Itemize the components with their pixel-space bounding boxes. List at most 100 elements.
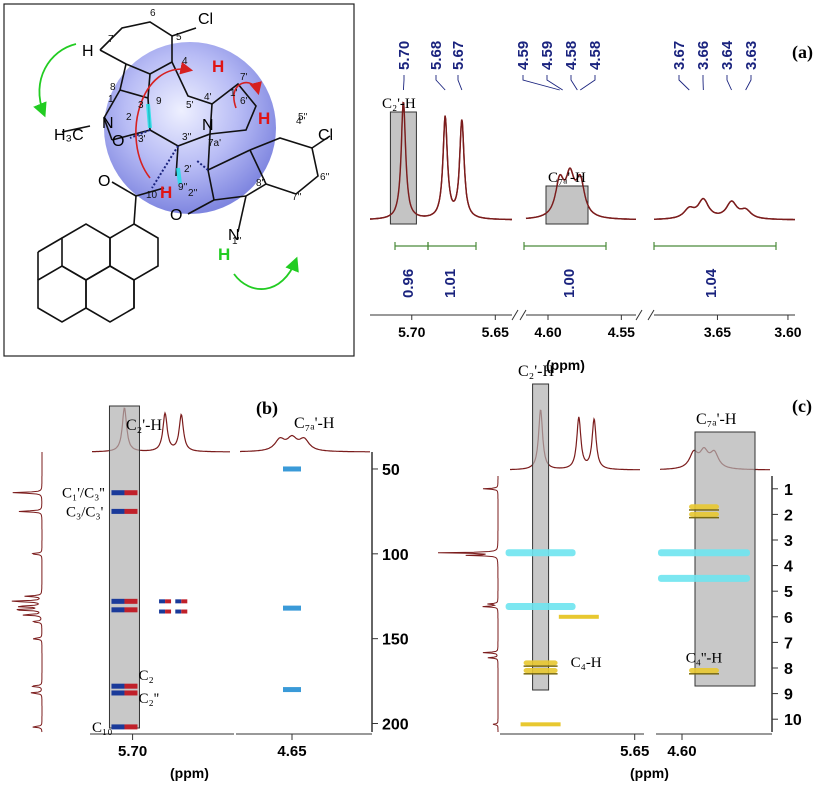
panel-c-ylabel-9: 10 xyxy=(784,712,802,729)
panel-a-xlabel: (ppm) xyxy=(546,357,585,373)
panel-c-ylabel-2: 3 xyxy=(784,533,793,550)
locant-18: 9'' xyxy=(178,182,187,193)
panel-b-crosspeak-a-1 xyxy=(111,508,125,514)
spectrum-a-overlay-0 xyxy=(370,101,512,221)
panel-c-crosspeak-shade-3 xyxy=(523,673,558,675)
panel-c-crosspeak-2 xyxy=(523,660,558,666)
panel-b-crosspeak-label-5: C₂'' xyxy=(138,691,159,707)
panel-b-satellite-a-3 xyxy=(175,609,182,614)
axis-break-a-1 xyxy=(635,309,655,321)
panel-b-crosspeak-b-8 xyxy=(292,605,301,611)
locant-6: 1 xyxy=(108,94,114,105)
peak-label-3: 4.59 xyxy=(515,41,532,70)
h-green: H xyxy=(218,245,230,264)
panel-c-crosspeak-0 xyxy=(505,549,576,557)
panel-b-highlight xyxy=(108,405,140,729)
panel-c-crosspeak-3 xyxy=(523,668,558,674)
peak-label-5: 4.58 xyxy=(563,41,580,70)
panel-b-crosspeak-b-6 xyxy=(124,724,138,730)
peak-leader-10 xyxy=(745,75,752,91)
peak-leader-5 xyxy=(570,75,578,91)
peak-label-0: 5.70 xyxy=(396,41,413,70)
panel-c-projection-1 xyxy=(510,409,640,471)
cl-atom-2: Cl xyxy=(318,127,333,144)
peak-leader-9 xyxy=(726,75,732,91)
locant-14: 7' xyxy=(240,72,248,83)
locant-16: 2' xyxy=(184,164,192,175)
locant-25: 1'' xyxy=(232,236,241,247)
panel-c: C₂'-H C₇ₐ'-H C₄-H C₄''-H 1 2 3 4 5 6 7 8 9 10 5.65 4.60 xyxy=(437,363,802,760)
panel-b-crosspeak-b-5 xyxy=(124,690,138,696)
panel-c-c2h-label: C₂'-H xyxy=(518,363,554,380)
panel-b-c7h-label: C₇ₐ'-H xyxy=(294,415,335,432)
panel-b-label: (b) xyxy=(256,398,278,419)
panel-c-extra-peak-0 xyxy=(558,614,599,619)
panel-c-crosspeak-shade-8 xyxy=(689,673,719,675)
panel-b-crosspeak-a-6 xyxy=(111,724,125,730)
panel-b-ylabel-1: 100 xyxy=(382,547,409,564)
panel-b-crosspeak-a-8 xyxy=(283,605,292,611)
panel-b-satellite-b-3 xyxy=(181,609,188,614)
noe-arrow-red-2 xyxy=(233,81,262,109)
panel-b-crosspeak-b-9 xyxy=(292,687,301,693)
panel-b-satellite-a-0 xyxy=(159,599,166,604)
spectrum-a-overlay-1 xyxy=(525,167,636,220)
integral-value-3: 1.04 xyxy=(703,268,720,298)
peak-label-2: 5.67 xyxy=(450,41,467,70)
panel-c-crosspeak-shade-5 xyxy=(689,516,719,519)
panel-b-crosspeak-b-2 xyxy=(124,598,138,604)
peak-leader-0 xyxy=(402,75,405,91)
locant-3: 4 xyxy=(182,56,188,67)
xtick-a-label-2: 4.60 xyxy=(534,324,561,340)
panel-c-xlabel: (ppm) xyxy=(630,765,669,781)
panel-b-crosspeak-label-4: C₂ xyxy=(138,668,153,684)
locant-13: 6' xyxy=(240,96,248,107)
panel-b-crosspeak-label-6: C₁₀ xyxy=(92,720,112,736)
locant-11: 4' xyxy=(204,92,212,103)
panel-b-crosspeak-a-5 xyxy=(111,690,125,696)
panel-b-crosspeak-b-3 xyxy=(124,607,138,613)
panel-c-label: (c) xyxy=(792,396,812,417)
peak-leader-3 xyxy=(522,75,560,91)
panel-b-carbon-projection xyxy=(11,452,43,733)
n1pp-atom: N xyxy=(228,227,240,244)
peak-label-8: 3.66 xyxy=(695,41,712,70)
panel-c-ylabel-6: 7 xyxy=(784,635,793,652)
spectrum-a-overlay-2 xyxy=(654,197,795,221)
locant-9: 3' xyxy=(138,134,146,145)
panel-c-crosspeak-label-2: C₄-H xyxy=(571,655,602,671)
panel-b-crosspeak-label-1: C₃/C₃' xyxy=(66,504,104,520)
panel-c-crosspeak-8 xyxy=(689,668,719,674)
panel-b-crosspeak-b-0 xyxy=(124,490,138,496)
h-red-3: H xyxy=(160,183,172,202)
xtick-a-label-0: 5.70 xyxy=(398,324,425,340)
panel-b-satellite-b-0 xyxy=(165,599,172,604)
panel-c-c7h-label: C₇ₐ'-H xyxy=(696,411,737,428)
locant-19: 4'' xyxy=(296,116,305,127)
panel-c-crosspeak-5 xyxy=(689,511,719,517)
panel-b-projection-2 xyxy=(240,434,370,453)
atom-locants: 6 5 7 4 8 9 1 32 3' 5' 4' 7a' 6' 7'1' 2' 3'' 9'' 4''5'' 6'… xyxy=(108,8,329,247)
peak-leader-2 xyxy=(457,75,463,91)
annotation-c7h-a: C₇ₐ'-H xyxy=(548,170,586,186)
panel-c-crosspeak-shade-4 xyxy=(689,509,719,511)
panel-b-crosspeak-a-3 xyxy=(111,607,125,613)
locant-21: 6'' xyxy=(320,172,329,183)
panel-c-crosspeak-6 xyxy=(658,549,750,557)
panel-b-crosspeak-a-2 xyxy=(111,598,125,604)
peak-leader-1 xyxy=(435,75,446,91)
peak-label-6: 4.58 xyxy=(587,41,604,70)
panel-c-ylabel-3: 4 xyxy=(784,559,793,576)
panel-a: C₂'-H C₇ₐ'-H 5.70 5.68 5.67 4.59 4.59 4.58 4.58 3… xyxy=(370,40,802,340)
noe-arrow-red-1 xyxy=(135,61,194,179)
n4p-atom: N xyxy=(202,117,214,134)
panel-c-ylabel-0: 1 xyxy=(784,482,793,499)
panel-c-ylabel-8: 9 xyxy=(784,687,793,704)
h7-atom: H xyxy=(82,43,94,60)
panel-b-xlabel-1: 4.65 xyxy=(277,743,306,760)
panel-c-extra-peak-1 xyxy=(520,722,561,727)
conformation-sphere xyxy=(104,42,276,214)
peak-label-1: 5.68 xyxy=(428,41,445,70)
panel-c-ylabel-5: 6 xyxy=(784,610,793,627)
